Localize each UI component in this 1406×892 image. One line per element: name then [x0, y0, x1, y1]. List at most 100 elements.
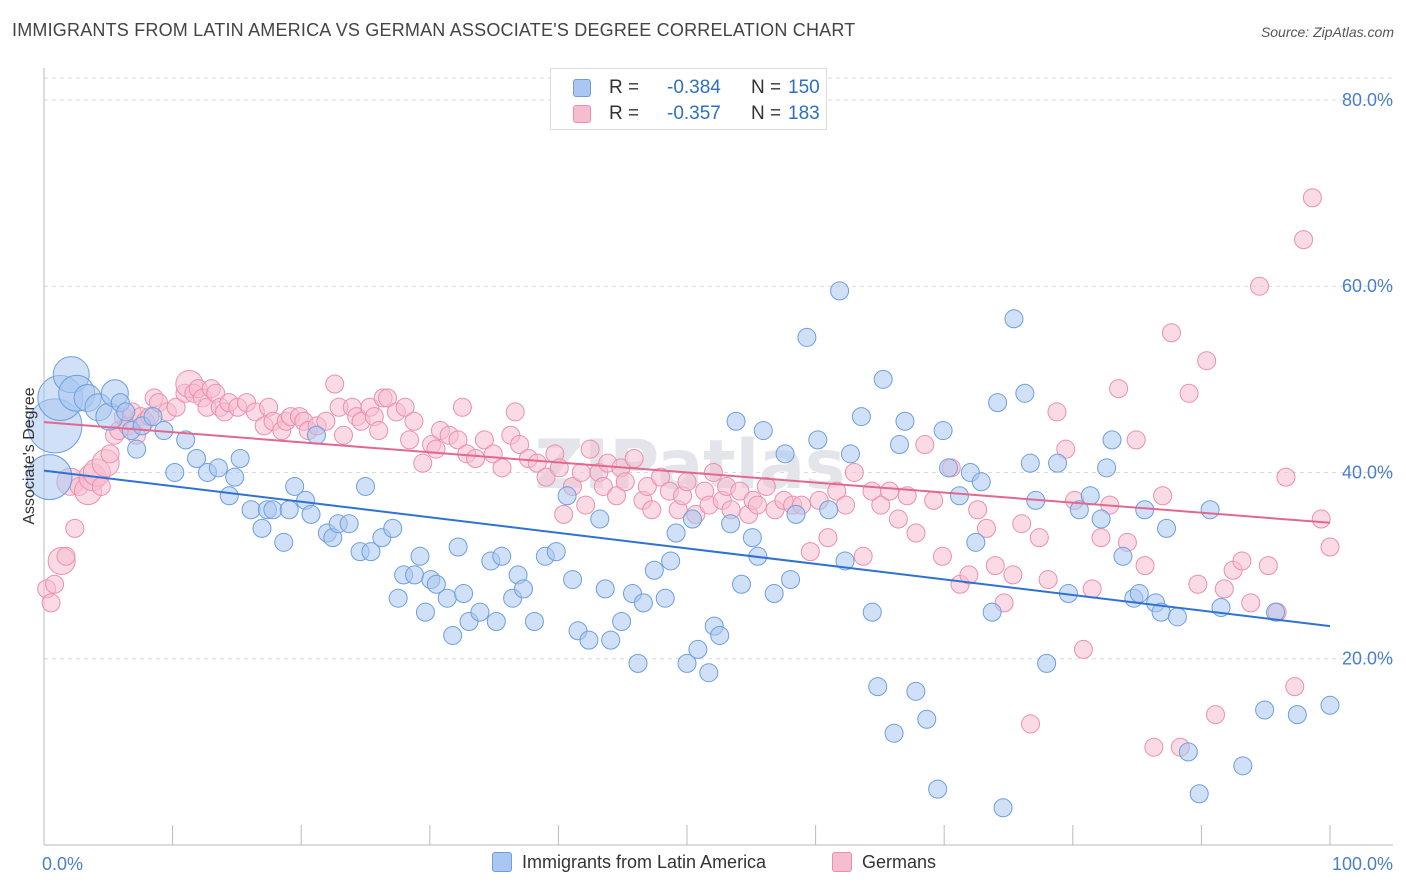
data-point	[840, 444, 860, 464]
legend-label-germans: Germans	[862, 852, 937, 872]
data-point	[971, 472, 991, 492]
data-point	[612, 611, 632, 631]
legend-item-latin-america[interactable]: Immigrants from Latin America	[492, 852, 766, 873]
data-point	[56, 546, 76, 566]
data-point	[274, 532, 294, 552]
data-point	[165, 462, 185, 482]
data-point	[579, 630, 599, 650]
data-point	[554, 504, 574, 524]
data-point	[637, 476, 657, 496]
data-point	[699, 663, 719, 683]
data-point	[1157, 518, 1177, 538]
data-point	[1167, 607, 1187, 627]
data-point	[448, 537, 468, 557]
data-point	[333, 425, 353, 445]
data-point	[557, 486, 577, 506]
data-point	[786, 504, 806, 524]
legend-swatch-pink	[573, 105, 591, 123]
data-point	[426, 574, 446, 594]
legend-label-latin-america: Immigrants from Latin America	[522, 852, 767, 872]
data-point	[730, 481, 750, 501]
data-point	[1012, 514, 1032, 534]
latin-america-trend-line	[43, 469, 1331, 628]
data-point	[580, 439, 600, 459]
data-point	[1214, 579, 1234, 599]
data-point	[871, 495, 891, 515]
data-point	[949, 486, 969, 506]
data-point	[682, 509, 702, 529]
data-point	[576, 495, 596, 515]
data-point	[895, 411, 915, 431]
data-point	[1097, 458, 1117, 478]
legend-swatch-pink	[832, 852, 852, 872]
data-point	[939, 458, 959, 478]
data-point	[1266, 602, 1286, 622]
data-point	[651, 467, 671, 487]
data-point	[644, 560, 664, 580]
data-point	[593, 476, 613, 496]
legend-item-germans[interactable]: Germans	[832, 852, 936, 873]
data-point	[306, 425, 326, 445]
data-point	[818, 528, 838, 548]
data-point	[225, 467, 245, 487]
data-point	[590, 509, 610, 529]
data-point	[45, 574, 65, 594]
data-point	[830, 281, 850, 301]
data-point	[633, 593, 653, 613]
data-point	[301, 504, 321, 524]
data-point	[127, 439, 147, 459]
data-point	[1241, 593, 1261, 613]
data-point	[1073, 639, 1093, 659]
data-point	[1258, 556, 1278, 576]
data-point	[486, 611, 506, 631]
data-point	[241, 500, 261, 520]
data-point	[781, 570, 801, 590]
data-point	[410, 546, 430, 566]
data-point	[1021, 714, 1041, 734]
data-point	[426, 439, 446, 459]
data-point	[395, 397, 415, 417]
data-point	[624, 449, 644, 468]
data-point	[1200, 500, 1220, 520]
data-point	[688, 639, 708, 659]
data-point	[933, 421, 953, 441]
data-point	[1082, 579, 1102, 599]
data-point	[563, 570, 583, 590]
data-point	[853, 546, 873, 566]
data-point	[862, 602, 882, 622]
data-point	[1285, 677, 1305, 697]
data-point	[1056, 439, 1076, 459]
data-point	[1091, 528, 1111, 548]
data-point	[756, 476, 776, 496]
data-point	[1015, 383, 1035, 403]
x-tick-label-max: 100.0%	[1332, 854, 1393, 874]
grid-lines	[44, 77, 1393, 660]
data-point	[851, 407, 871, 427]
data-point	[959, 565, 979, 585]
legend-r-label: R =	[609, 77, 640, 98]
data-point	[279, 500, 299, 520]
data-point	[325, 374, 345, 394]
data-point	[1189, 784, 1209, 804]
data-point	[764, 584, 784, 604]
data-point	[880, 481, 900, 501]
data-point	[1232, 551, 1252, 571]
data-point	[915, 435, 935, 455]
data-point	[400, 430, 420, 450]
data-point	[666, 523, 686, 543]
legend-r-value: -0.384	[667, 77, 721, 98]
data-point	[827, 481, 847, 501]
legend-n-value: 183	[788, 103, 820, 124]
data-point	[615, 472, 635, 492]
legend-r-label: R =	[609, 103, 640, 124]
data-point	[1311, 509, 1331, 529]
data-point	[1102, 430, 1122, 450]
data-point	[721, 514, 741, 534]
data-point	[906, 523, 926, 543]
data-point	[1188, 574, 1208, 594]
data-point	[775, 444, 795, 464]
data-point	[415, 602, 435, 622]
data-point	[928, 779, 948, 799]
data-point	[1144, 737, 1164, 757]
